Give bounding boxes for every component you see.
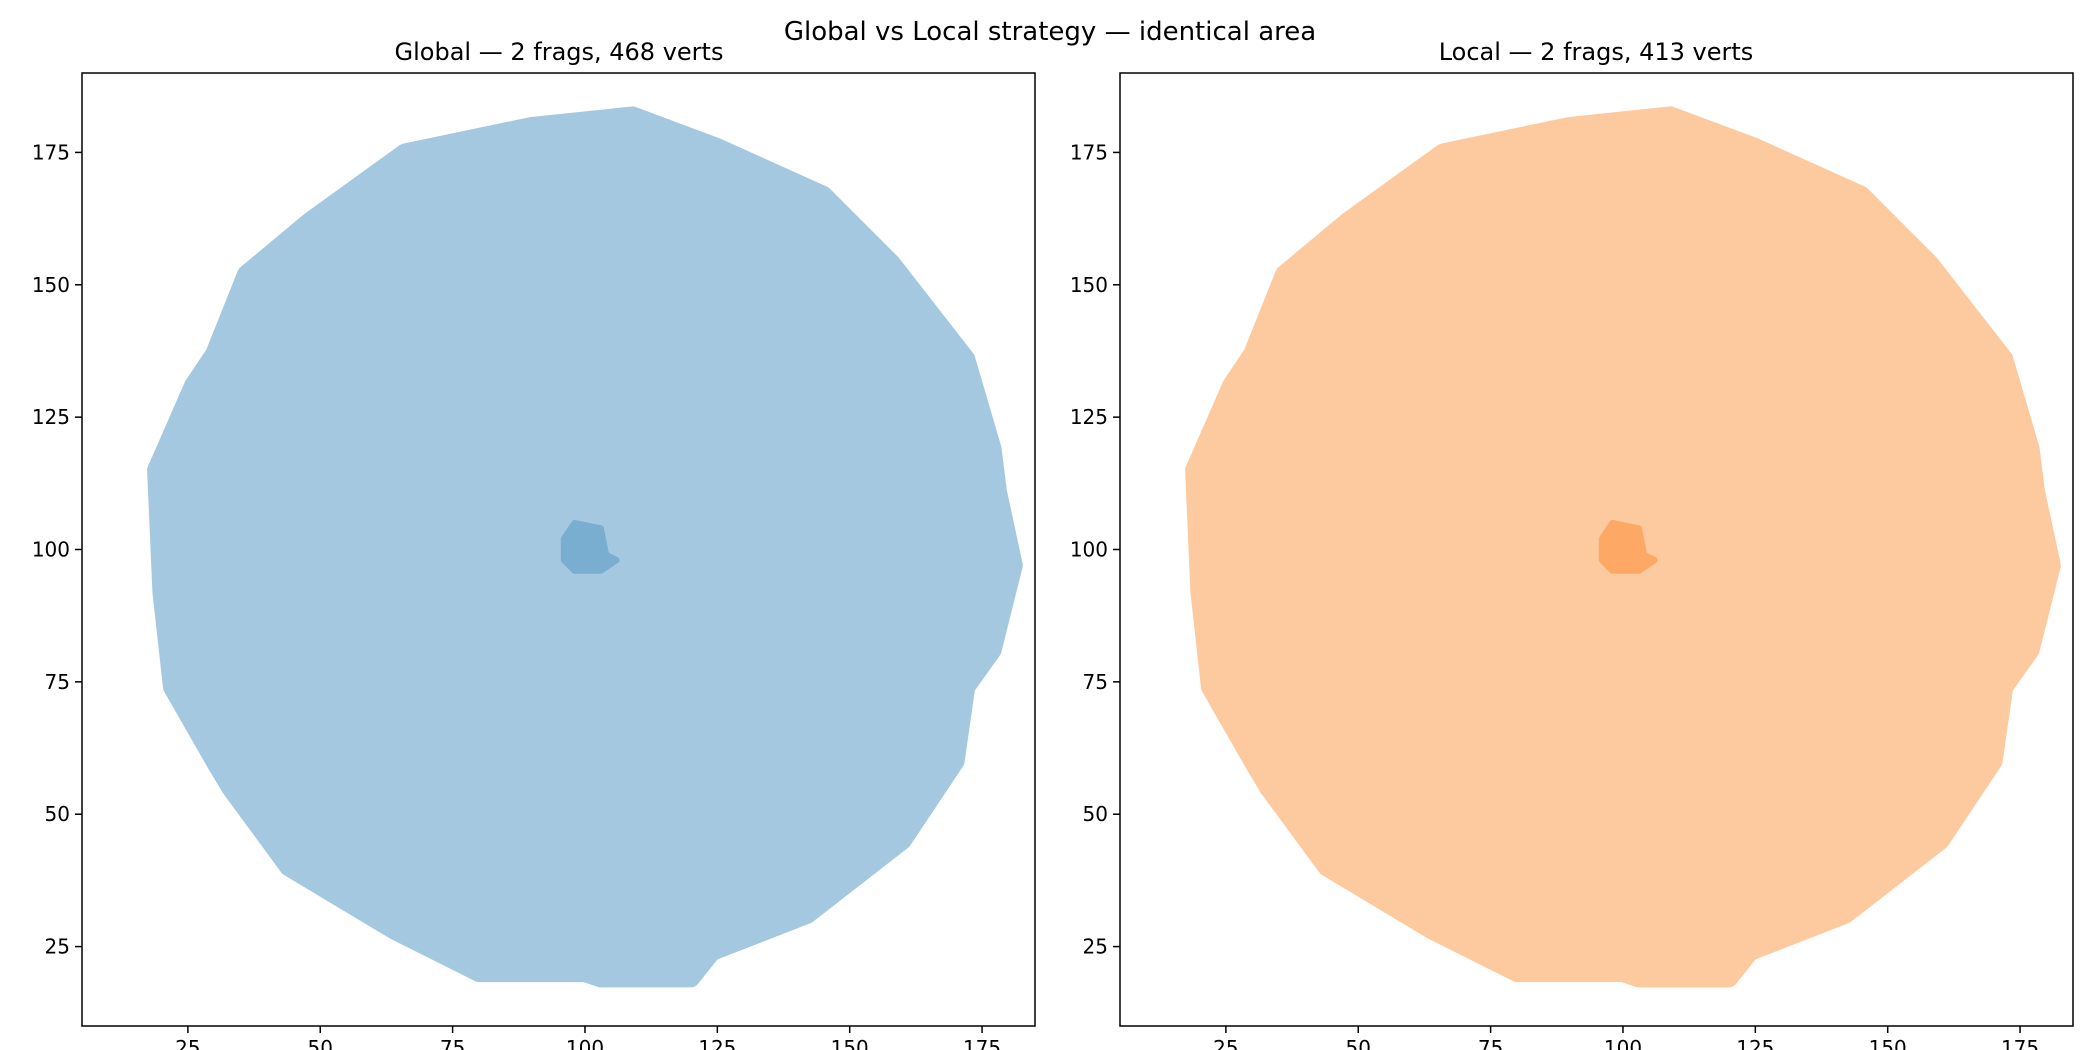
x-axis-global: 25 50 75 100 125 150 175 [175,1026,1001,1050]
y-tick-label: 150 [32,273,70,297]
x-tick-label: 125 [1736,1036,1774,1050]
y-tick-label: 100 [1070,538,1108,562]
y-tick-label: 175 [32,140,70,164]
y-tick-label: 25 [45,935,70,959]
x-axis-local: 25 50 75 100 125 150 175 [1213,1026,2039,1050]
x-tick-label: 25 [1213,1036,1238,1050]
x-tick-label: 100 [1604,1036,1642,1050]
plot-area-global [147,106,1023,988]
y-tick-label: 150 [1070,273,1108,297]
panel-title-global: Global — 2 frags, 468 verts [395,38,724,66]
y-tick-label: 175 [1070,140,1108,164]
y-tick-label: 75 [45,670,70,694]
area-fragment-inner-global [560,520,620,574]
x-tick-label: 100 [566,1036,604,1050]
x-tick-label: 50 [308,1036,333,1050]
x-tick-label: 50 [1346,1036,1371,1050]
y-axis-global: 25 50 75 100 125 150 175 [32,140,82,959]
x-tick-label: 175 [2001,1036,2039,1050]
x-tick-label: 75 [1478,1036,1503,1050]
y-tick-label: 125 [32,405,70,429]
x-tick-label: 25 [175,1036,200,1050]
x-tick-label: 150 [1869,1036,1907,1050]
x-tick-label: 175 [963,1036,1001,1050]
panel-local: Local — 2 frags, 413 verts 25 50 75 100 125 1… [1070,38,2074,1050]
x-tick-label: 150 [831,1036,869,1050]
y-tick-label: 50 [45,802,70,826]
area-fragment-inner-local [1598,520,1658,574]
y-tick-label: 100 [32,538,70,562]
plot-area-local [1185,106,2061,988]
y-tick-label: 75 [1083,670,1108,694]
y-tick-label: 50 [1083,802,1108,826]
y-tick-label: 25 [1083,935,1108,959]
panel-title-local: Local — 2 frags, 413 verts [1439,38,1754,66]
y-tick-label: 125 [1070,405,1108,429]
panel-global: Global — 2 frags, 468 verts 25 50 75 100 125… [32,38,1036,1050]
figure-title: Global vs Local strategy — identical are… [784,17,1316,47]
y-axis-local: 25 50 75 100 125 150 175 [1070,140,1120,959]
x-tick-label: 125 [698,1036,736,1050]
x-tick-label: 75 [440,1036,465,1050]
